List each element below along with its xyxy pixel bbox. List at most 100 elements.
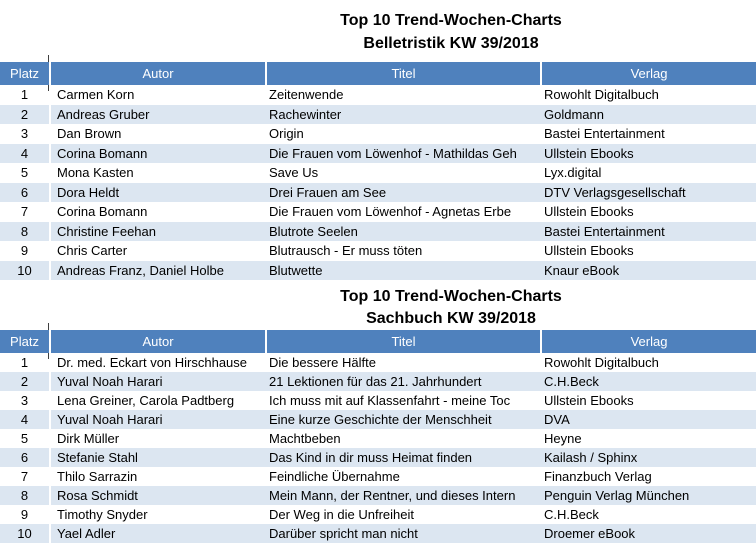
cell-platz: 3 <box>20 126 29 142</box>
cell-verlag: Knaur eBook <box>544 262 620 278</box>
cell-autor: Rosa Schmidt <box>49 486 265 505</box>
table-row: 4 Yuval Noah Harari Eine kurze Geschicht… <box>0 410 756 429</box>
column-header-titel: Titel <box>265 330 540 353</box>
cell-platz: 7 <box>20 469 29 484</box>
cell-titel: Origin <box>269 126 304 142</box>
cell-titel: Blutrote Seelen <box>269 223 358 239</box>
cell-boundary-tick <box>48 85 49 91</box>
cell-titel: Eine kurze Geschichte der Menschheit <box>269 412 492 427</box>
cell-platz: 2 <box>20 374 29 389</box>
cell-verlag: Heyne <box>544 431 582 446</box>
cell-autor: Stefanie Stahl <box>49 448 265 467</box>
table-row: 6 Dora Heldt Drei Frauen am See DTV Verl… <box>0 182 756 202</box>
cell-autor: Chris Carter <box>57 243 128 259</box>
cell-titel: Zeitenwende <box>269 87 344 103</box>
cell-autor: Corina Bomann <box>57 204 148 220</box>
table-row: 3 Lena Greiner, Carola Padtberg Ich muss… <box>0 391 756 410</box>
cell-autor: Christine Feehan <box>49 221 265 241</box>
cell-titel: Mein Mann, der Rentner, und dieses Inter… <box>269 488 516 503</box>
cell-autor: Corina Bomann <box>49 143 265 163</box>
cell-platz: 6 <box>20 184 29 200</box>
cell-platz: 3 <box>20 393 29 408</box>
cell-platz: 10 <box>17 262 32 278</box>
sachbuch-header-row: Platz Autor Titel Verlag <box>0 330 756 353</box>
cell-platz: 10 <box>17 526 32 541</box>
sachbuch-title-line1: Top 10 Trend-Wochen-Charts <box>340 288 562 305</box>
cell-titel: Die bessere Hälfte <box>269 355 376 370</box>
cell-titel: Machtbeben <box>269 431 341 446</box>
cell-autor: Dan Brown <box>57 126 122 142</box>
column-header-autor: Autor <box>49 62 265 85</box>
cell-platz: 8 <box>20 488 29 503</box>
sachbuch-title: Top 10 Trend-Wochen-Charts Sachbuch KW 3… <box>146 280 756 330</box>
cell-titel: Das Kind in dir muss Heimat finden <box>269 450 473 465</box>
cell-verlag: DTV Verlagsgesellschaft <box>544 184 686 200</box>
table-row: 8 Rosa Schmidt Mein Mann, der Rentner, u… <box>0 486 756 505</box>
table-row: 2 Yuval Noah Harari 21 Lektionen für das… <box>0 372 756 391</box>
cell-verlag: Rowohlt Digitalbuch <box>544 87 659 103</box>
cell-titel: Ich muss mit auf Klassenfahrt - meine To… <box>269 393 511 408</box>
belletristik-title-line2: Belletristik KW 39/2018 <box>363 35 539 52</box>
belletristik-table-body: 1 Carmen Korn Zeitenwende Rowohlt Digita… <box>0 85 756 280</box>
cell-titel: Drei Frauen am See <box>269 184 387 200</box>
cell-platz: 5 <box>20 431 29 446</box>
table-row: 2 Andreas Gruber Rachewinter Goldmann <box>0 104 756 124</box>
table-row: 10 Yael Adler Darüber spricht man nicht … <box>0 524 756 543</box>
belletristik-title-line1: Top 10 Trend-Wochen-Charts <box>340 12 562 29</box>
table-row: 10 Andreas Franz, Daniel Holbe Blutwette… <box>0 260 756 280</box>
cell-titel: Feindliche Übernahme <box>269 469 400 484</box>
table-row: 9 Chris Carter Blutrausch - Er muss töte… <box>0 241 756 261</box>
cell-platz: 7 <box>20 204 29 220</box>
cell-autor: Andreas Franz, Daniel Holbe <box>49 260 265 280</box>
cell-titel: Die Frauen vom Löwenhof - Agnetas Erbe <box>269 204 512 220</box>
cell-verlag: Ullstein Ebooks <box>544 243 634 259</box>
table-row: 6 Stefanie Stahl Das Kind in dir muss He… <box>0 448 756 467</box>
cell-verlag: Ullstein Ebooks <box>544 393 634 408</box>
cell-platz: 6 <box>20 450 29 465</box>
cell-verlag: Lyx.digital <box>544 165 602 181</box>
cell-titel: Der Weg in die Unfreiheit <box>269 507 414 522</box>
table-row: 7 Corina Bomann Die Frauen vom Löwenhof … <box>0 202 756 222</box>
cell-autor: Thilo Sarrazin <box>57 469 138 484</box>
cell-boundary-tick <box>48 323 49 330</box>
cell-titel: Darüber spricht man nicht <box>269 526 418 541</box>
column-header-verlag: Verlag <box>540 62 756 85</box>
cell-autor: Timothy Snyder <box>57 507 148 522</box>
cell-verlag: Droemer eBook <box>544 526 636 541</box>
column-header-autor: Autor <box>49 330 265 353</box>
table-row: 5 Mona Kasten Save Us Lyx.digital <box>0 163 756 183</box>
sachbuch-title-line2: Sachbuch KW 39/2018 <box>366 310 536 327</box>
column-header-platz: Platz <box>10 66 39 81</box>
cell-platz: 8 <box>20 223 29 239</box>
cell-verlag: Bastei Entertainment <box>544 223 665 239</box>
table-row: 1 Carmen Korn Zeitenwende Rowohlt Digita… <box>0 85 756 105</box>
cell-platz: 1 <box>20 355 29 370</box>
cell-platz: 4 <box>20 412 29 427</box>
column-header-platz: Platz <box>10 334 39 349</box>
cell-platz: 2 <box>20 106 29 122</box>
table-row: 8 Christine Feehan Blutrote Seelen Baste… <box>0 221 756 241</box>
cell-boundary-tick <box>48 353 49 359</box>
belletristik-header-row: Platz Autor Titel Verlag <box>0 62 756 85</box>
cell-verlag: DVA <box>544 412 570 427</box>
cell-titel: 21 Lektionen für das 21. Jahrhundert <box>269 374 482 389</box>
cell-titel: Save Us <box>269 165 319 181</box>
cell-verlag: Ullstein Ebooks <box>544 204 634 220</box>
cell-titel: Rachewinter <box>269 106 342 122</box>
cell-boundary-tick <box>48 55 49 62</box>
cell-autor: Yael Adler <box>49 524 265 543</box>
cell-autor: Dora Heldt <box>49 182 265 202</box>
cell-verlag: Ullstein Ebooks <box>544 145 634 161</box>
cell-titel: Blutrausch - Er muss töten <box>269 243 423 259</box>
cell-platz: 9 <box>20 243 29 259</box>
column-header-verlag: Verlag <box>540 330 756 353</box>
cell-autor: Yuval Noah Harari <box>49 372 265 391</box>
cell-autor: Mona Kasten <box>57 165 134 181</box>
column-header-titel: Titel <box>265 62 540 85</box>
cell-autor: Yuval Noah Harari <box>49 410 265 429</box>
cell-verlag: Penguin Verlag München <box>544 488 690 503</box>
table-row: 4 Corina Bomann Die Frauen vom Löwenhof … <box>0 143 756 163</box>
cell-platz: 4 <box>20 145 29 161</box>
cell-autor: Dr. med. Eckart von Hirschhause <box>57 355 248 370</box>
cell-autor: Dirk Müller <box>57 431 120 446</box>
